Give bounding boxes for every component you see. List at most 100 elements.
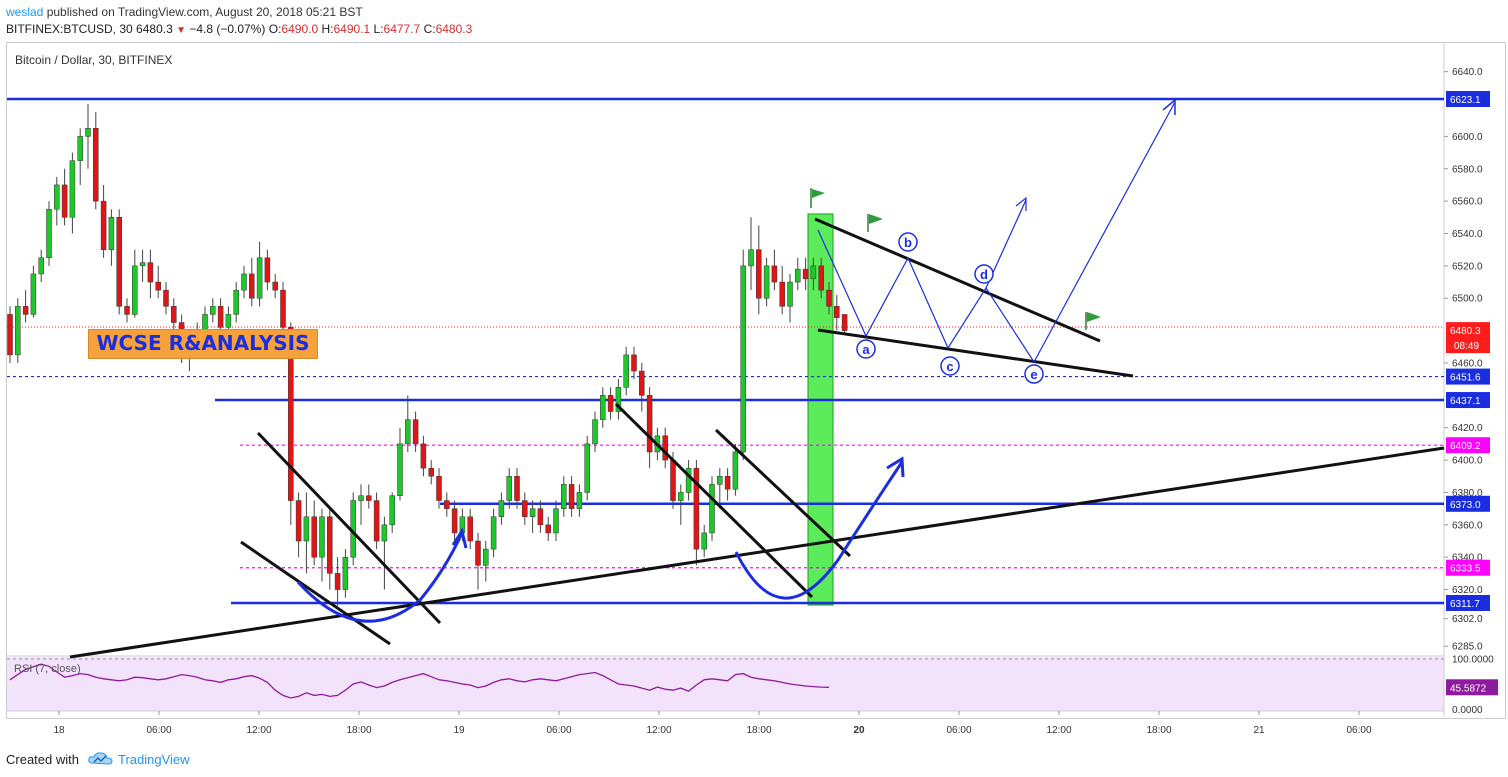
high-value: 6490.1: [333, 22, 371, 36]
candle-body: [124, 306, 130, 315]
price-axis[interactable]: 6285.0 6302.0 6320.0 6340.0 6360.0 6380.0 6400…: [1444, 67, 1483, 653]
x-tick-label: 06:00: [546, 725, 571, 736]
candle-body: [490, 516, 497, 550]
publish-info-line: weslad published on TradingView.com, Aug…: [6, 5, 363, 19]
level-price-label: 6373.0: [1450, 500, 1481, 511]
candle-body: [366, 495, 372, 501]
svg-text:a: a: [862, 342, 870, 357]
candle-body: [561, 484, 567, 509]
candle-body: [100, 200, 107, 250]
x-tick-label: 19: [453, 725, 465, 736]
level-price-tag: [1446, 595, 1490, 611]
x-tick-label: 12:00: [1046, 725, 1071, 736]
level-price-tag: [1446, 368, 1490, 385]
author-link[interactable]: weslad: [6, 5, 44, 19]
ascending-trendline: [69, 446, 1445, 659]
candle-body: [77, 136, 83, 161]
candle-body: [139, 262, 146, 267]
time-axis[interactable]: 18 06:00 12:00 18:00 19 06:00 12:00 18:00 20 06:0…: [53, 711, 1372, 736]
candle-body: [678, 492, 684, 501]
open-label: O:: [268, 22, 282, 36]
candle-body: [662, 435, 668, 461]
channel-upper-line-2: [614, 402, 814, 599]
bar-countdown-label: 08:49: [1454, 341, 1479, 352]
chart-title: Bitcoin / Dollar, 30, BITFINEX: [15, 53, 173, 67]
candles: [7, 104, 848, 606]
candle-body: [787, 281, 793, 307]
x-tick-label: 06:00: [1346, 725, 1371, 736]
candle-body: [249, 273, 255, 299]
y-tick-label: 6320.0: [1452, 585, 1483, 596]
candle-body: [724, 476, 731, 490]
rounding-bottom-arc-1: [296, 580, 421, 623]
price-tags: 6623.1 6451.6 6437.1 6409.2 6373.0 6333.5 6311…: [1446, 91, 1490, 611]
x-tick-label: 20: [853, 725, 865, 736]
candle-body: [381, 524, 388, 542]
candle-body: [342, 556, 349, 590]
candle-body: [600, 395, 606, 420]
candle-body: [54, 184, 60, 210]
candle-body: [826, 289, 832, 307]
price-change: −4.8 (−0.07%): [189, 22, 266, 36]
candle-body: [358, 495, 364, 501]
rounding-bottom-arc-2: [734, 461, 904, 600]
y-tick-label: 6520.0: [1452, 261, 1483, 272]
y-tick-label: 6460.0: [1452, 358, 1483, 369]
candle-body: [592, 419, 598, 445]
candle-body: [38, 257, 44, 275]
x-tick-label: 21: [1253, 725, 1265, 736]
tradingview-link[interactable]: TradingView: [118, 752, 190, 767]
candle-body: [397, 443, 403, 496]
candle-body: [85, 128, 91, 137]
level-price-tag: [1446, 437, 1490, 454]
ohlc-line: BITFINEX:BTCUSD, 30 6480.3 ▼ −4.8 (−0.07…: [6, 22, 472, 36]
candle-body: [163, 289, 169, 307]
arrowhead-1-icon: [451, 527, 468, 549]
y-tick-label: 6400.0: [1452, 456, 1483, 467]
down-arrow-icon: ▼: [176, 25, 186, 36]
candle-body: [646, 395, 653, 453]
x-tick-label: 06:00: [146, 725, 171, 736]
svg-text:d: d: [980, 267, 988, 282]
svg-text:c: c: [946, 359, 953, 374]
close-value: 6480.3: [435, 22, 473, 36]
tradingview-cloud-icon[interactable]: [88, 750, 114, 766]
candle-body: [241, 273, 247, 291]
candle-body: [436, 476, 442, 501]
close-label: C:: [423, 22, 436, 36]
candle-body: [475, 540, 481, 566]
flag-icon: [867, 214, 883, 232]
rsi-label: RSI (7, close): [14, 663, 81, 675]
channel-lower-line-2: [714, 428, 852, 558]
wave-path: [817, 101, 1176, 364]
candle-body: [210, 306, 216, 315]
candle-body: [748, 249, 754, 267]
candle-body: [319, 516, 325, 558]
wave-label-c: c: [940, 356, 960, 376]
candle-body: [373, 500, 380, 542]
last-price: 6480.3: [136, 22, 173, 36]
candle-body: [217, 306, 224, 328]
arrowhead-2-icon: [886, 456, 905, 478]
wave-label-a: a: [856, 339, 876, 359]
channel-upper-line-1: [256, 431, 442, 625]
y-tick-label: 6420.0: [1452, 423, 1483, 434]
x-tick-label: 06:00: [946, 725, 971, 736]
projection-arrowhead-small-icon: [1015, 196, 1027, 211]
x-tick-label: 18:00: [346, 725, 371, 736]
candle-body: [30, 273, 37, 315]
chart-frame[interactable]: [6, 42, 1506, 719]
candle-body: [623, 354, 629, 388]
candle-body: [522, 500, 528, 517]
x-tick-label: 18:00: [746, 725, 771, 736]
candle-body: [303, 516, 310, 542]
candle-body: [272, 281, 278, 291]
y-tick-label: 6340.0: [1452, 553, 1483, 564]
rsi-panel-background: [7, 657, 1444, 711]
y-tick-label: 6600.0: [1452, 132, 1483, 143]
candle-body: [311, 516, 317, 558]
triangle-lower-line: [817, 328, 1134, 378]
wave-label-b: b: [898, 232, 918, 252]
rsi-level-label: 0.0000: [1452, 705, 1483, 716]
